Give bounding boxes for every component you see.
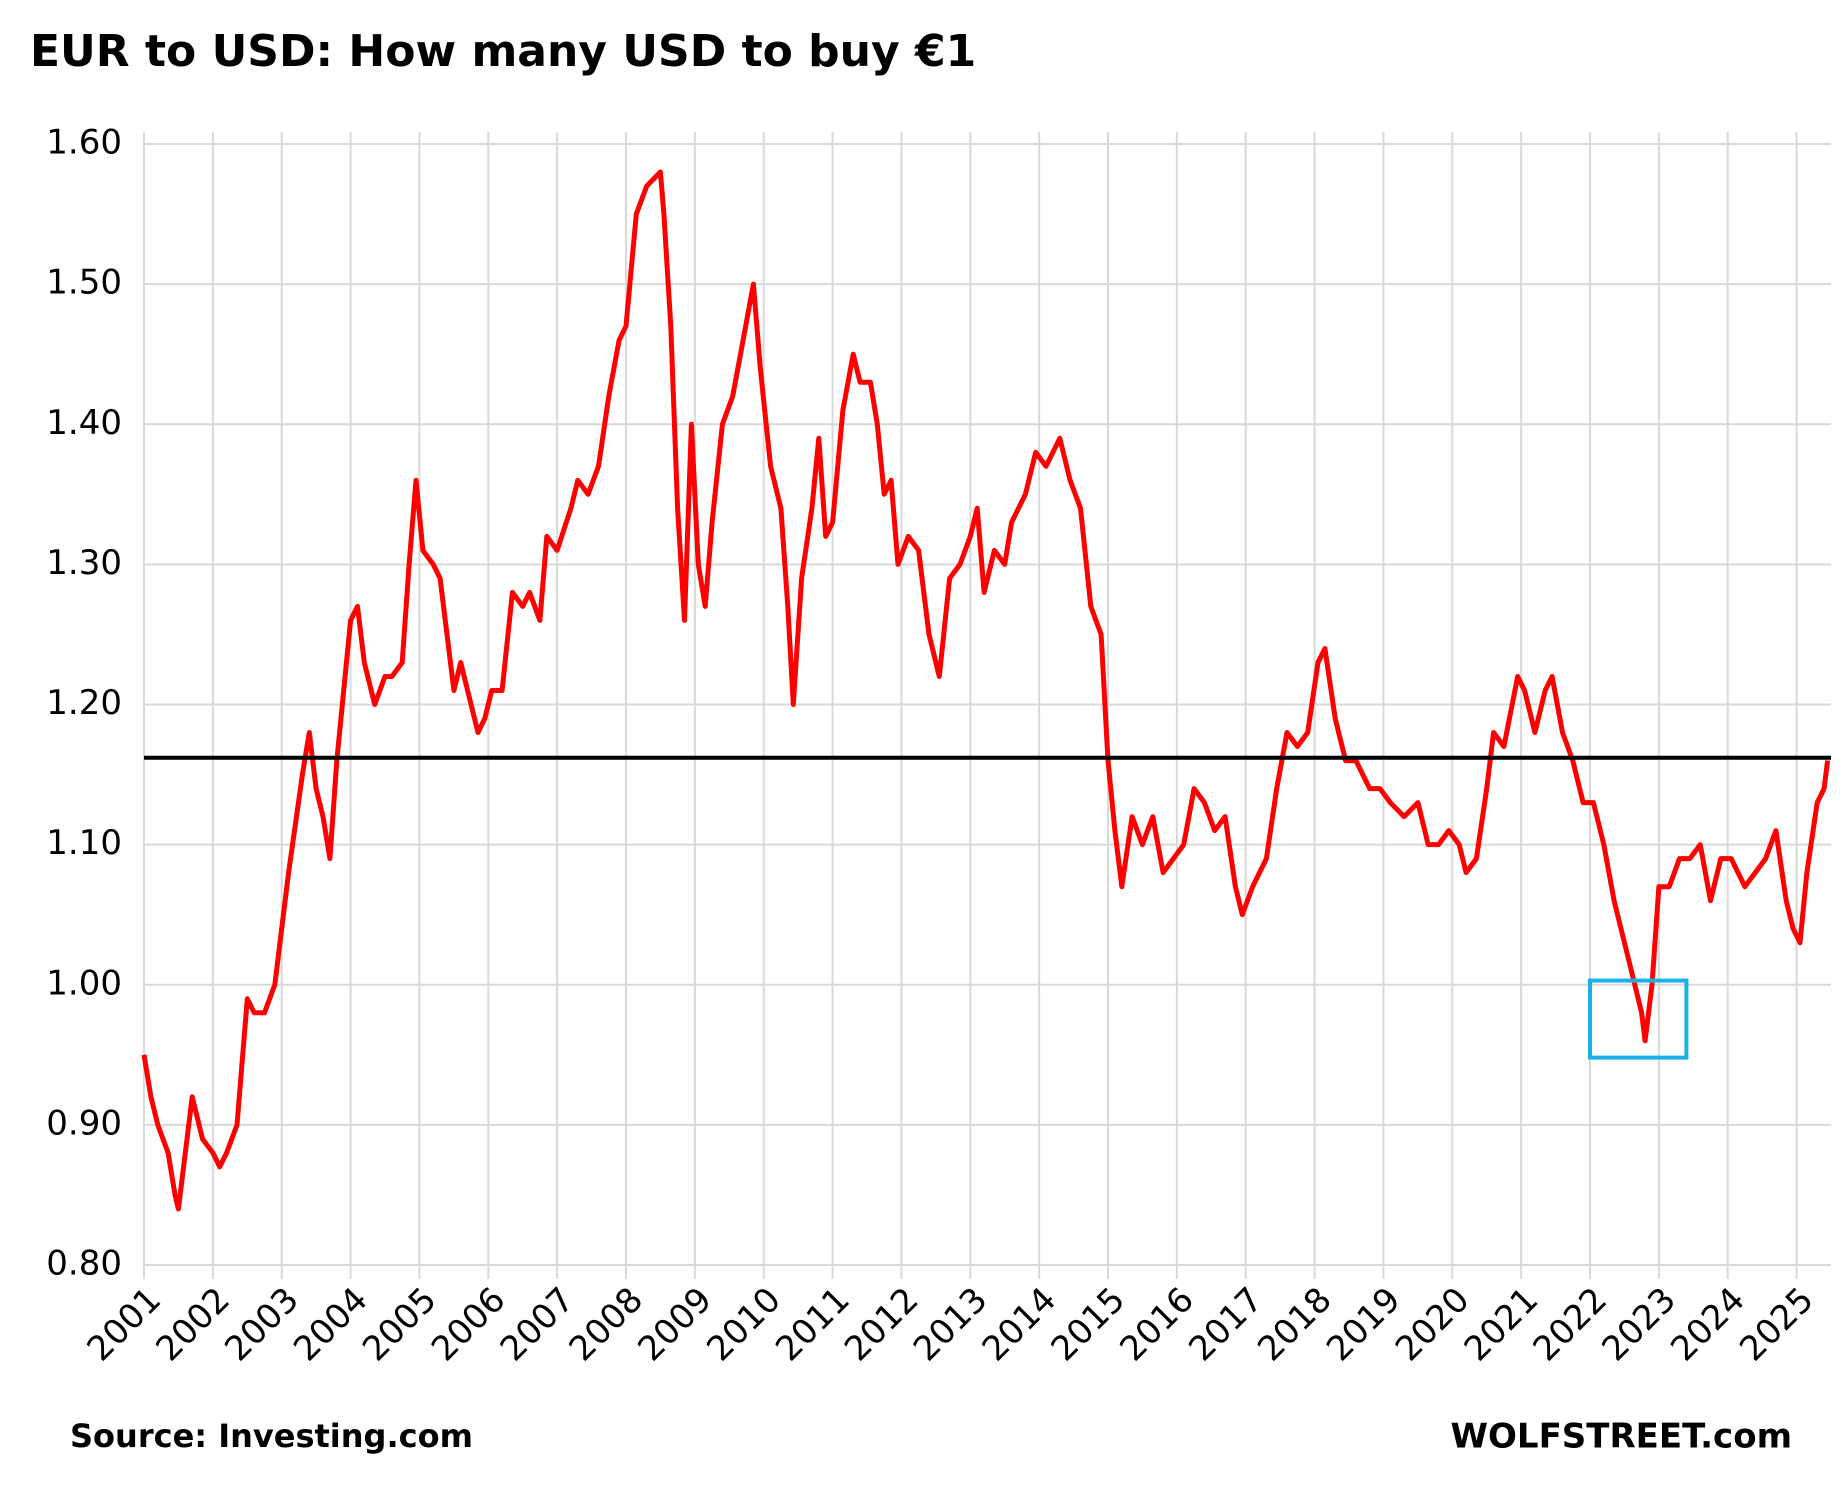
x-tick-label: 2006 (424, 1280, 513, 1369)
x-tick-label: 2004 (286, 1280, 375, 1369)
x-tick-label: 2018 (1250, 1280, 1339, 1369)
x-tick-label: 2024 (1663, 1280, 1752, 1369)
x-tick-label: 2023 (1594, 1280, 1683, 1369)
x-tick-label: 2013 (906, 1280, 995, 1369)
x-tick-label: 2021 (1457, 1280, 1546, 1369)
x-tick-label: 2025 (1732, 1280, 1821, 1369)
x-tick-label: 2020 (1388, 1280, 1477, 1369)
y-tick-label: 0.90 (46, 1103, 122, 1143)
x-tick-label: 2008 (562, 1280, 651, 1369)
x-tick-label: 2007 (493, 1280, 582, 1369)
x-tick-label: 2015 (1044, 1280, 1133, 1369)
x-tick-label: 2010 (699, 1280, 788, 1369)
x-tick-label: 2002 (148, 1280, 237, 1369)
y-tick-label: 1.40 (46, 403, 122, 443)
x-tick-label: 2009 (630, 1280, 719, 1369)
x-tick-label: 2003 (217, 1280, 306, 1369)
credit: WOLFSTREET.com (1451, 1417, 1793, 1457)
y-tick-label: 1.00 (46, 963, 122, 1003)
x-tick-label: 2017 (1181, 1280, 1270, 1369)
y-tick-label: 1.20 (46, 683, 122, 723)
y-tick-label: 1.50 (46, 263, 122, 303)
y-tick-label: 1.30 (46, 543, 122, 583)
x-tick-label: 2014 (975, 1280, 1064, 1369)
x-tick-label: 2001 (80, 1280, 169, 1369)
x-tick-label: 2019 (1319, 1280, 1408, 1369)
x-tick-label: 2011 (768, 1280, 857, 1369)
x-tick-label: 2016 (1112, 1280, 1201, 1369)
x-tick-label: 2022 (1526, 1280, 1615, 1369)
x-tick-label: 2012 (837, 1280, 926, 1369)
y-tick-label: 1.10 (46, 823, 122, 863)
series-line (141, 169, 1831, 1212)
y-tick-label: 0.80 (46, 1244, 122, 1284)
chart-title: EUR to USD: How many USD to buy €1 (30, 26, 976, 77)
y-tick-label: 1.60 (46, 123, 122, 163)
x-tick-label: 2005 (355, 1280, 444, 1369)
source: Source: Investing.com (70, 1417, 473, 1455)
highlight-box (1588, 978, 1689, 1060)
